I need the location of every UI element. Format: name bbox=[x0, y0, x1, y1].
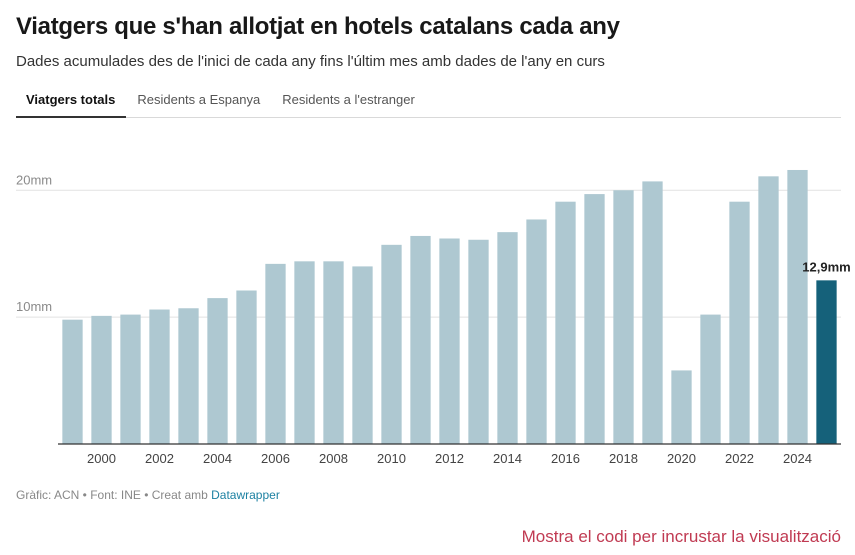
bar bbox=[787, 169, 808, 445]
x-tick-label: 2008 bbox=[319, 451, 348, 466]
x-tick-label: 2002 bbox=[145, 451, 174, 466]
bar bbox=[178, 308, 199, 444]
x-tick-label: 2010 bbox=[377, 451, 406, 466]
bar bbox=[62, 319, 83, 444]
bar bbox=[410, 235, 431, 444]
x-tick-label: 2020 bbox=[667, 451, 696, 466]
bar bbox=[526, 219, 547, 444]
bar bbox=[613, 190, 634, 444]
bar bbox=[671, 370, 692, 444]
x-tick-label: 2014 bbox=[493, 451, 522, 466]
bar bbox=[323, 261, 344, 444]
x-tick-label: 2004 bbox=[203, 451, 232, 466]
embed-code-link[interactable]: Mostra el codi per incrustar la visualit… bbox=[521, 527, 841, 546]
bar bbox=[555, 201, 576, 444]
bar bbox=[149, 309, 170, 444]
datawrapper-link[interactable]: Datawrapper bbox=[211, 488, 280, 502]
x-tick-label: 2012 bbox=[435, 451, 464, 466]
chart-subtitle: Dades acumulades des de l'inici de cada … bbox=[16, 53, 605, 70]
bar bbox=[265, 263, 286, 444]
tab-bar: Viatgers totals Residents a Espanya Resi… bbox=[16, 84, 841, 118]
bar bbox=[381, 244, 402, 444]
bar bbox=[642, 181, 663, 444]
tab-viatgers-totals[interactable]: Viatgers totals bbox=[16, 84, 127, 118]
bar-chart: 10mm 20mm 12,9mm 2000 2002 2004 2006 2008 2010 20… bbox=[16, 169, 851, 466]
x-tick-label: 2006 bbox=[261, 451, 290, 466]
bar-value-label: 12,9mm bbox=[802, 259, 850, 274]
bar bbox=[120, 314, 141, 444]
bar bbox=[439, 238, 460, 444]
chart-title: Viatgers que s'han allotjat en hotels ca… bbox=[16, 13, 620, 40]
y-tick-label: 20mm bbox=[16, 172, 52, 187]
x-tick-label: 2022 bbox=[725, 451, 754, 466]
bar bbox=[584, 194, 605, 444]
bar bbox=[91, 315, 112, 444]
x-tick-label: 2000 bbox=[87, 451, 116, 466]
footer-credits: Gràfic: ACN • Font: INE • Creat amb Data… bbox=[16, 488, 280, 502]
x-tick-label: 2016 bbox=[551, 451, 580, 466]
bar bbox=[468, 239, 489, 444]
bar bbox=[700, 314, 721, 444]
tab-residents-espanya[interactable]: Residents a Espanya bbox=[137, 92, 261, 107]
bar bbox=[729, 201, 750, 444]
bar bbox=[207, 298, 228, 444]
x-tick-label: 2018 bbox=[609, 451, 638, 466]
bar bbox=[758, 176, 779, 444]
footer-source: Gràfic: ACN • Font: INE • Creat amb bbox=[16, 488, 212, 502]
bar bbox=[294, 261, 315, 444]
y-tick-label: 10mm bbox=[16, 299, 52, 314]
tab-residents-estranger[interactable]: Residents a l'estranger bbox=[282, 92, 415, 107]
x-tick-label: 2024 bbox=[783, 451, 812, 466]
bar bbox=[497, 232, 518, 444]
highlight-bar bbox=[816, 280, 837, 444]
bar bbox=[352, 266, 373, 444]
bar bbox=[236, 290, 257, 444]
